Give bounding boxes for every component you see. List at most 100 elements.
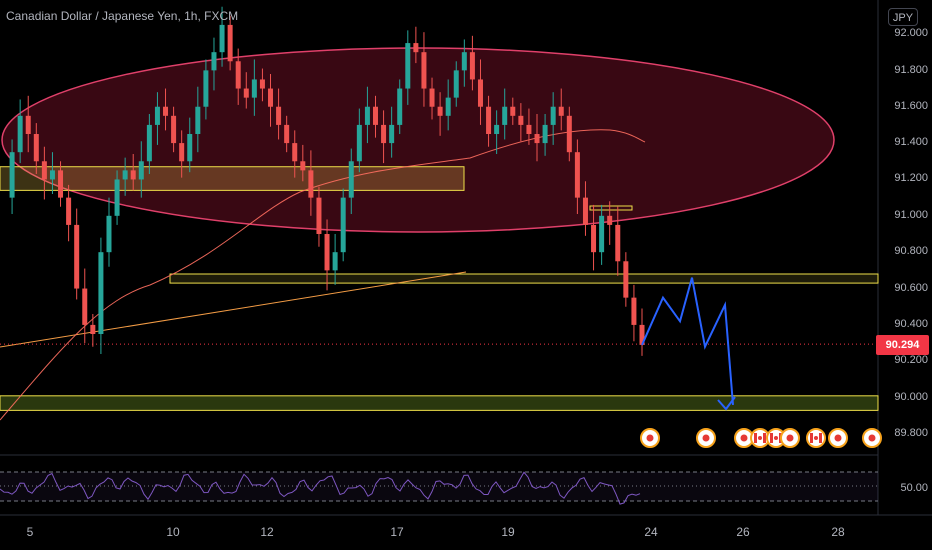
candle-body <box>195 106 201 134</box>
time-tick: 17 <box>390 525 404 539</box>
candle-body <box>17 115 23 153</box>
candle-body <box>639 324 645 345</box>
price-tick: 90.400 <box>894 318 928 330</box>
rising-sun-icon <box>646 434 654 442</box>
candle-body <box>623 261 629 298</box>
candle-body <box>259 79 265 89</box>
flag-bar <box>819 433 822 443</box>
candle-body <box>49 170 55 180</box>
candle-body <box>300 161 306 171</box>
candle-body <box>58 170 64 198</box>
candle-body <box>582 197 588 225</box>
candle-body <box>316 197 322 234</box>
candle-body <box>542 124 548 144</box>
candle-body <box>211 52 217 71</box>
candle-body <box>477 79 483 107</box>
candle-body <box>130 170 136 180</box>
candle-body <box>469 52 475 80</box>
candle-body <box>494 124 500 134</box>
candle-body <box>574 152 580 198</box>
candle-body <box>219 24 225 53</box>
rsi-level-label: 50.00 <box>900 482 928 494</box>
candle-body <box>502 106 508 125</box>
candle-body <box>356 124 362 162</box>
candle-body <box>364 106 370 125</box>
projection-arrowhead <box>717 396 736 411</box>
candle-body <box>90 324 96 334</box>
candle-body <box>591 224 597 253</box>
price-tick: 91.600 <box>894 100 928 112</box>
candle-body <box>268 88 274 107</box>
candle-body <box>550 106 556 125</box>
candle-body <box>114 179 120 216</box>
trend-line <box>0 271 467 348</box>
zone-2 <box>0 395 879 411</box>
candle-body <box>251 79 257 98</box>
projection-path <box>641 277 734 405</box>
flag-bar <box>770 433 773 443</box>
zone-1 <box>169 273 879 284</box>
maple-leaf-icon <box>774 436 778 440</box>
analysis-ellipse <box>1 47 835 233</box>
candle-body <box>154 106 160 125</box>
candle-body <box>348 161 354 198</box>
candle-body <box>510 106 516 116</box>
time-tick: 19 <box>501 525 515 539</box>
candle-body <box>308 170 314 198</box>
candle-body <box>631 297 637 325</box>
last-price-badge: 90.294 <box>876 335 929 355</box>
candle-body <box>421 52 427 89</box>
candle-body <box>599 215 605 253</box>
candle-body <box>187 134 193 162</box>
flag-bar <box>754 433 757 443</box>
candle-body <box>66 197 72 225</box>
rsi-band <box>0 472 878 501</box>
breakout-box <box>589 205 633 211</box>
candle-body <box>332 252 338 271</box>
candle-body <box>389 124 395 144</box>
candle-body <box>607 215 613 225</box>
candle-body <box>276 106 282 125</box>
candle-body <box>98 252 104 334</box>
rising-sun-icon <box>740 434 748 442</box>
time-tick: 24 <box>644 525 658 539</box>
candle-body <box>372 106 378 125</box>
candle-body <box>82 288 88 325</box>
candle-body <box>179 143 185 162</box>
candle-body <box>445 97 451 116</box>
chart-title: Canadian Dollar / Japanese Yen, 1h, FXCM <box>6 9 239 23</box>
candle-body <box>429 88 435 107</box>
price-tick: 89.800 <box>894 427 928 439</box>
candle-body <box>227 24 233 62</box>
rising-sun-icon <box>702 434 710 442</box>
time-tick: 26 <box>736 525 750 539</box>
price-tick: 91.200 <box>894 172 928 184</box>
time-tick: 5 <box>26 525 34 539</box>
candle-body <box>615 224 621 262</box>
rising-sun-icon <box>868 434 876 442</box>
currency-badge[interactable]: JPY <box>888 8 918 26</box>
candle-body <box>486 106 492 134</box>
candle-body <box>74 224 80 289</box>
price-tick: 90.800 <box>894 245 928 257</box>
price-tick: 91.800 <box>894 64 928 76</box>
candle-body <box>397 88 403 125</box>
maple-leaf-icon <box>814 436 818 440</box>
time-tick: 28 <box>831 525 845 539</box>
candle-body <box>33 134 39 162</box>
time-tick: 12 <box>260 525 274 539</box>
candle-body <box>9 152 15 198</box>
candle-body <box>284 124 290 144</box>
price-tick: 90.600 <box>894 282 928 294</box>
flag-bar <box>763 433 766 443</box>
candle-body <box>566 115 572 153</box>
candle-body <box>437 106 443 116</box>
rising-sun-icon <box>834 434 842 442</box>
flag-bar <box>810 433 813 443</box>
candle-body <box>526 124 532 134</box>
candle-body <box>243 88 249 98</box>
candle-body <box>146 124 152 162</box>
price-tick: 91.000 <box>894 209 928 221</box>
